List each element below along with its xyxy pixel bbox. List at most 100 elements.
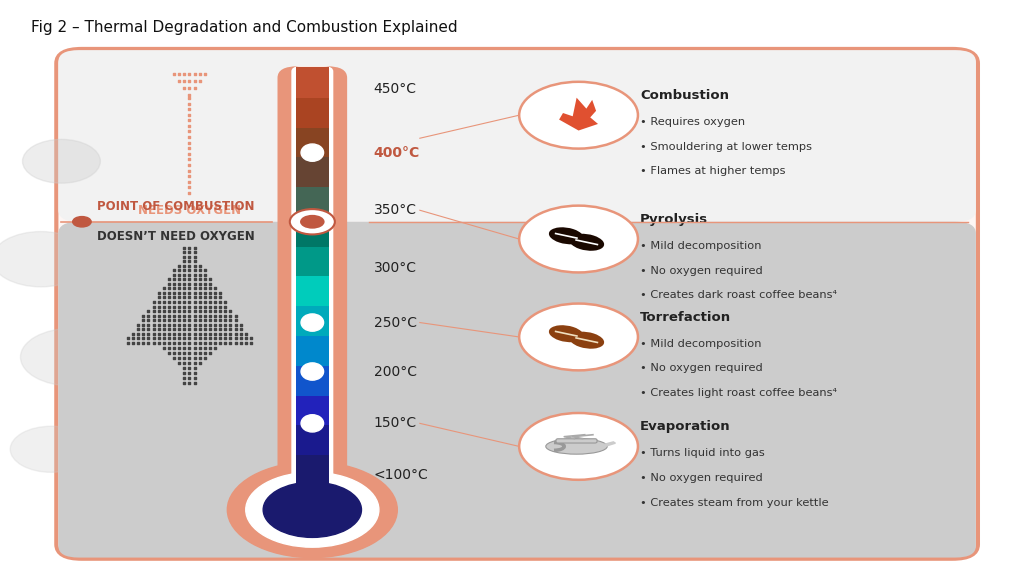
Point: [232, 329, 249, 338]
Circle shape: [23, 139, 100, 183]
Circle shape: [20, 328, 123, 386]
Point: [161, 297, 177, 306]
Point: [197, 279, 213, 289]
Point: [171, 316, 187, 325]
Point: [202, 284, 218, 293]
Point: [181, 243, 198, 252]
Point: [166, 306, 182, 316]
Point: [140, 311, 157, 320]
Text: • Flames at higher temps: • Flames at higher temps: [640, 166, 785, 176]
Point: [191, 349, 208, 358]
Point: [217, 311, 233, 320]
Text: Combustion: Combustion: [640, 89, 729, 103]
Point: [161, 349, 177, 358]
Point: [166, 293, 182, 302]
Point: [186, 324, 203, 334]
Point: [176, 359, 193, 368]
Point: [181, 138, 198, 147]
Point: [140, 306, 157, 316]
FancyBboxPatch shape: [58, 50, 976, 222]
Point: [151, 297, 167, 306]
Bar: [296, 97, 329, 127]
Point: [217, 329, 233, 338]
Point: [202, 293, 218, 302]
Point: [171, 359, 187, 368]
Point: [207, 311, 223, 320]
Point: [181, 110, 198, 119]
Text: • Creates light roast coffee beans⁴: • Creates light roast coffee beans⁴: [640, 388, 837, 398]
Point: [212, 316, 228, 325]
FancyBboxPatch shape: [291, 66, 333, 485]
Point: [171, 306, 187, 316]
Point: [161, 306, 177, 316]
Point: [207, 344, 223, 353]
Point: [197, 284, 213, 293]
Circle shape: [519, 206, 638, 272]
Point: [197, 311, 213, 320]
Point: [181, 166, 198, 175]
Point: [151, 316, 167, 325]
Point: [176, 243, 193, 252]
Point: [212, 334, 228, 343]
Point: [176, 334, 193, 343]
Circle shape: [300, 215, 325, 229]
Point: [181, 248, 198, 257]
Point: [135, 316, 152, 325]
Point: [186, 284, 203, 293]
Point: [207, 329, 223, 338]
Bar: [296, 425, 329, 455]
Point: [176, 279, 193, 289]
Point: [202, 344, 218, 353]
FancyBboxPatch shape: [278, 66, 347, 487]
Point: [186, 289, 203, 298]
Point: [197, 316, 213, 325]
Point: [166, 289, 182, 298]
Point: [207, 334, 223, 343]
Point: [171, 77, 187, 86]
Point: [161, 324, 177, 334]
Point: [181, 369, 198, 378]
Point: [202, 306, 218, 316]
Circle shape: [246, 472, 379, 547]
Point: [166, 316, 182, 325]
Point: [181, 324, 198, 334]
Point: [202, 297, 218, 306]
Point: [222, 338, 239, 347]
Point: [125, 329, 141, 338]
Point: [186, 378, 203, 388]
Point: [197, 334, 213, 343]
Point: [176, 284, 193, 293]
Text: • Requires oxygen: • Requires oxygen: [640, 117, 745, 127]
Point: [186, 248, 203, 257]
Point: [140, 320, 157, 329]
Point: [181, 90, 198, 100]
Text: • Creates dark roast coffee beans⁴: • Creates dark roast coffee beans⁴: [640, 290, 837, 300]
Point: [181, 266, 198, 275]
Point: [191, 297, 208, 306]
Point: [120, 338, 136, 347]
Point: [176, 338, 193, 347]
Point: [186, 349, 203, 358]
FancyBboxPatch shape: [58, 222, 976, 558]
Point: [176, 270, 193, 279]
Point: [161, 316, 177, 325]
Point: [197, 329, 213, 338]
Point: [232, 320, 249, 329]
Point: [161, 289, 177, 298]
Point: [176, 344, 193, 353]
Point: [151, 306, 167, 316]
Point: [135, 320, 152, 329]
Point: [227, 316, 244, 325]
Point: [181, 155, 198, 164]
Point: [166, 297, 182, 306]
Point: [181, 378, 198, 388]
Point: [191, 77, 208, 86]
Point: [171, 324, 187, 334]
Point: [171, 70, 187, 79]
Point: [181, 252, 198, 262]
Point: [181, 275, 198, 284]
Text: <100°C: <100°C: [374, 468, 428, 482]
Point: [202, 320, 218, 329]
Point: [161, 311, 177, 320]
Point: [202, 311, 218, 320]
